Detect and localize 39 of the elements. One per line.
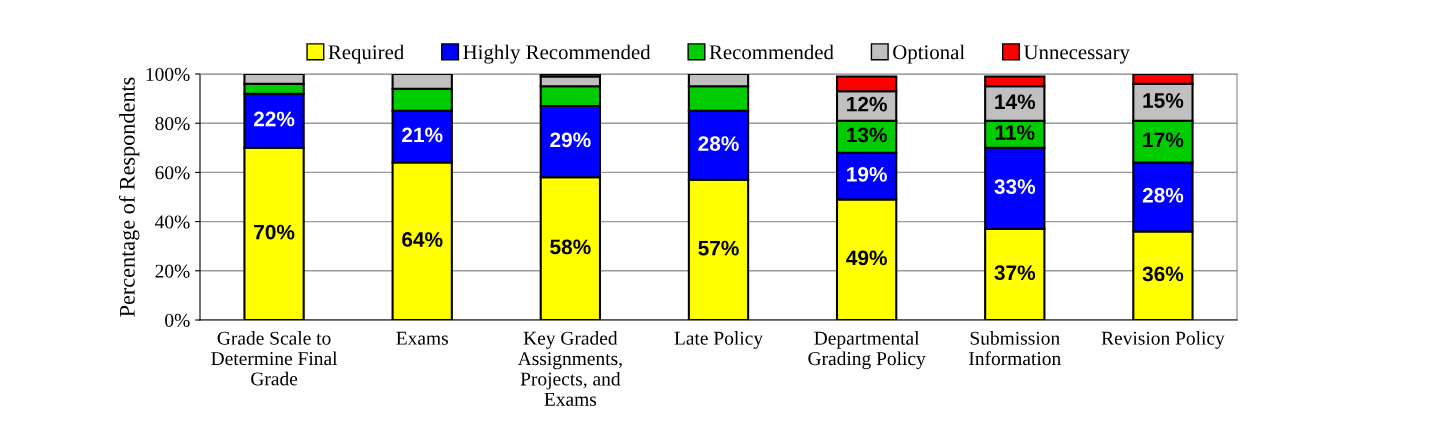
legend-label: Unnecessary (1023, 45, 1130, 64)
data-label: 22% (253, 111, 295, 127)
data-label: 28% (1142, 187, 1184, 203)
y-tick-label: 40% (155, 215, 190, 229)
x-tick-label: Departmental Grading Policy (808, 331, 926, 370)
x-tick-label: Key Graded Assignments, Projects, and Exams (517, 331, 622, 406)
data-label: 19% (847, 166, 887, 182)
data-label: 70% (254, 224, 295, 240)
data-label: 28% (698, 136, 739, 151)
data-label: 29% (550, 132, 591, 148)
x-tick-label: Revision Policy (1101, 331, 1225, 349)
x-tick-label: Grade Scale to Determine Final Grade (211, 331, 338, 386)
y-axis-title: Percentage of Respondents (118, 77, 140, 317)
data-label: 17% (1143, 132, 1184, 148)
y-tick-label: 60% (155, 166, 190, 180)
y-tick-label: 100% (146, 67, 190, 81)
data-label: 58% (550, 239, 591, 255)
y-tick-label: 20% (155, 264, 190, 278)
data-label: 13% (847, 127, 887, 143)
data-label: 57% (698, 240, 739, 256)
data-label: 33% (994, 179, 1036, 195)
legend-label: Optional (893, 44, 965, 64)
data-label: 15% (1143, 93, 1184, 108)
data-label: 21% (402, 127, 443, 143)
data-label: 11% (995, 125, 1035, 140)
x-tick-label: Submission Information (969, 331, 1061, 366)
legend-label: Required (328, 44, 404, 64)
data-label: 37% (994, 265, 1036, 281)
x-tick-label: Exams (396, 331, 448, 345)
data-label: 49% (846, 250, 887, 266)
y-tick-label: 0% (165, 313, 190, 327)
data-label: 64% (402, 232, 443, 247)
data-label: 12% (847, 96, 887, 112)
y-tick-label: 80% (155, 117, 190, 131)
legend-label: Recommended (709, 44, 834, 60)
data-label: 14% (995, 94, 1036, 110)
x-tick-label: Late Policy (674, 331, 763, 349)
data-label: 36% (1142, 266, 1184, 282)
legend-label: Highly Recommended (463, 44, 651, 64)
